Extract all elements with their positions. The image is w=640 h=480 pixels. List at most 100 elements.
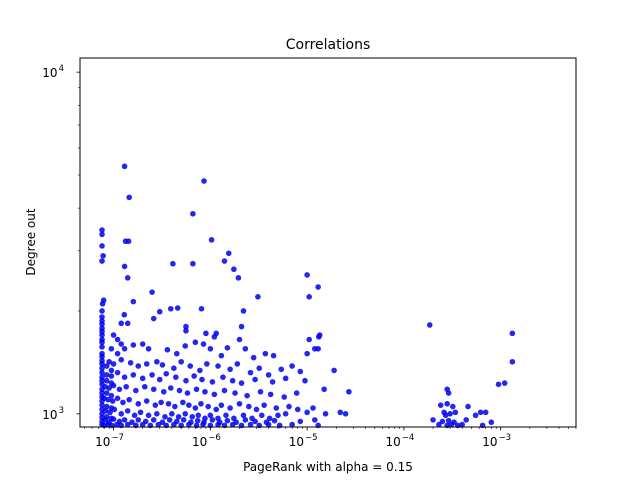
data-point-117 — [183, 377, 189, 384]
data-point-204 — [169, 411, 175, 417]
data-point-6 — [99, 231, 105, 238]
data-point-133 — [106, 385, 112, 391]
data-point-72 — [200, 341, 207, 347]
plot-area — [80, 58, 576, 427]
data-point-69 — [173, 350, 180, 357]
data-point-237 — [121, 417, 128, 423]
data-point-283 — [215, 421, 221, 428]
data-point-65 — [130, 342, 137, 348]
data-point-92 — [187, 363, 194, 369]
data-point-79 — [270, 352, 277, 359]
data-point-302 — [99, 386, 105, 393]
data-point-54 — [118, 341, 125, 347]
data-point-49 — [236, 336, 243, 343]
data-point-102 — [289, 363, 295, 369]
data-point-15 — [190, 260, 196, 267]
data-point-100 — [265, 372, 272, 378]
data-point-182 — [253, 406, 260, 413]
data-point-201 — [145, 412, 152, 419]
data-point-249 — [209, 417, 216, 423]
data-point-295 — [448, 421, 455, 428]
data-point-166 — [135, 400, 142, 407]
data-point-157 — [445, 390, 452, 396]
data-point-309 — [103, 363, 110, 369]
data-point-172 — [180, 399, 186, 406]
data-point-285 — [229, 421, 236, 428]
data-point-124 — [252, 376, 258, 383]
data-point-36 — [118, 320, 125, 327]
data-point-125 — [269, 379, 276, 385]
data-point-24 — [240, 308, 247, 314]
data-point-52 — [110, 332, 117, 338]
data-point-38 — [150, 315, 157, 322]
data-point-153 — [293, 390, 300, 396]
data-point-241 — [150, 417, 157, 423]
data-point-146 — [211, 391, 218, 398]
data-point-96 — [227, 366, 233, 373]
data-point-119 — [199, 376, 205, 383]
data-point-203 — [162, 414, 168, 420]
data-point-229 — [477, 409, 484, 416]
data-point-142 — [176, 387, 183, 394]
data-point-308 — [99, 308, 105, 314]
data-point-208 — [195, 412, 202, 419]
data-point-55 — [306, 336, 312, 343]
data-point-23 — [255, 294, 261, 300]
data-point-126 — [282, 375, 289, 382]
data-point-152 — [281, 394, 288, 400]
data-point-161 — [105, 396, 111, 403]
data-point-20 — [304, 272, 310, 278]
data-point-98 — [247, 369, 254, 376]
data-point-110 — [121, 374, 128, 380]
data-point-287 — [247, 421, 254, 428]
data-point-86 — [135, 363, 142, 369]
data-point-143 — [184, 390, 191, 396]
data-point-307 — [99, 321, 105, 327]
data-point-299 — [99, 361, 105, 367]
data-point-230 — [482, 409, 489, 416]
data-point-225 — [442, 412, 449, 419]
data-point-75 — [224, 345, 231, 351]
data-point-68 — [164, 346, 171, 353]
data-point-5 — [99, 227, 105, 233]
data-point-137 — [133, 387, 139, 394]
data-point-289 — [265, 421, 272, 428]
data-point-189 — [437, 402, 444, 408]
data-point-198 — [124, 408, 131, 414]
data-point-303 — [99, 398, 105, 404]
data-point-121 — [220, 374, 226, 380]
data-point-300 — [99, 350, 105, 357]
data-point-0 — [121, 163, 128, 170]
data-point-184 — [273, 405, 280, 411]
data-point-314 — [108, 367, 115, 374]
data-point-247 — [194, 417, 201, 424]
data-point-253 — [242, 417, 249, 423]
data-point-128 — [495, 381, 502, 388]
data-point-141 — [167, 385, 174, 391]
data-point-210 — [207, 412, 214, 419]
y-axis-label: Degree out — [24, 208, 38, 275]
data-point-177 — [213, 406, 220, 413]
data-point-281 — [200, 421, 206, 428]
data-point-139 — [150, 386, 157, 393]
data-point-58 — [304, 350, 310, 357]
data-point-279 — [186, 421, 192, 428]
data-point-99 — [256, 365, 263, 371]
data-point-105 — [99, 365, 105, 371]
data-point-174 — [192, 405, 199, 411]
data-point-148 — [232, 390, 238, 396]
data-point-14 — [170, 260, 176, 267]
data-point-118 — [191, 373, 197, 379]
data-point-19 — [235, 275, 242, 281]
data-point-214 — [240, 412, 247, 419]
data-point-200 — [137, 409, 144, 416]
data-point-25 — [198, 305, 205, 312]
data-point-223 — [342, 411, 349, 417]
data-point-305 — [99, 336, 105, 343]
data-point-202 — [154, 411, 160, 417]
data-point-228 — [472, 412, 479, 419]
data-point-111 — [130, 372, 137, 378]
data-point-89 — [159, 362, 166, 368]
data-point-136 — [123, 383, 129, 390]
